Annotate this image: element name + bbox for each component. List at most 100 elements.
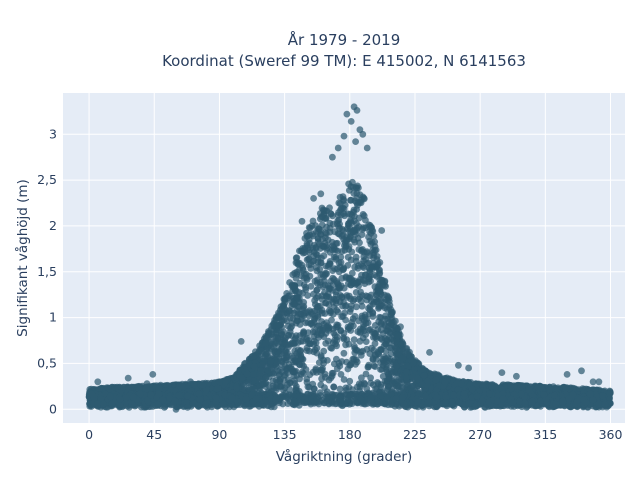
data-point — [286, 385, 293, 393]
data-point — [268, 338, 275, 346]
data-point — [328, 372, 336, 380]
data-point — [317, 354, 325, 361]
data-point — [307, 283, 315, 290]
data-point — [368, 344, 375, 352]
data-point — [376, 313, 383, 321]
data-point — [310, 290, 317, 298]
data-point — [314, 328, 322, 336]
data-point — [280, 349, 288, 356]
data-point — [307, 265, 315, 272]
data-point — [264, 350, 272, 357]
data-point — [330, 383, 338, 391]
data-point — [378, 365, 386, 373]
data-point — [419, 365, 426, 373]
data-point — [309, 217, 317, 225]
data-point — [370, 362, 378, 370]
data-point — [365, 363, 372, 371]
data-point — [343, 292, 351, 299]
data-point — [347, 256, 355, 264]
data-point — [321, 239, 329, 247]
data-point — [365, 326, 373, 334]
data-point — [378, 276, 385, 284]
data-point — [328, 344, 336, 352]
data-point — [384, 385, 392, 393]
data-point — [488, 383, 496, 390]
data-point — [313, 303, 321, 311]
data-point — [358, 261, 365, 268]
data-point — [360, 195, 368, 203]
data-point — [296, 361, 304, 369]
data-point — [312, 250, 320, 258]
data-point — [273, 322, 281, 329]
data-point — [309, 368, 317, 376]
data-point — [337, 258, 345, 266]
data-point — [366, 252, 374, 259]
data-point — [347, 196, 355, 204]
data-point — [347, 327, 355, 334]
data-point — [360, 379, 368, 387]
data-point — [335, 268, 343, 276]
data-point — [293, 294, 301, 302]
data-point — [346, 377, 354, 385]
data-point — [339, 193, 347, 201]
data-point — [403, 368, 410, 376]
data-point — [297, 355, 304, 363]
data-point — [297, 347, 304, 354]
data-point — [337, 371, 345, 378]
data-point — [340, 299, 347, 306]
data-point — [296, 259, 303, 267]
data-point — [221, 378, 229, 386]
data-point — [348, 269, 356, 277]
data-point — [345, 280, 352, 287]
data-point — [303, 229, 310, 237]
data-point — [314, 314, 322, 321]
data-point — [382, 296, 390, 303]
data-point — [304, 292, 312, 299]
data-point — [337, 253, 345, 261]
data-point — [351, 342, 358, 350]
data-point — [306, 347, 313, 355]
data-point — [316, 215, 324, 223]
data-point — [286, 307, 293, 315]
data-point — [371, 351, 379, 359]
chart-title-line2: Koordinat (Sweref 99 TM): E 415002, N 61… — [162, 52, 526, 70]
data-point — [343, 237, 351, 244]
data-point — [344, 365, 352, 373]
data-point — [366, 228, 373, 235]
data-point — [300, 369, 307, 377]
data-point — [371, 340, 379, 347]
data-point — [281, 371, 289, 378]
data-point — [380, 359, 388, 367]
data-point — [312, 339, 320, 347]
data-point — [348, 248, 356, 256]
data-point — [319, 206, 327, 214]
data-point — [262, 374, 270, 381]
data-point — [283, 356, 291, 364]
data-point — [287, 324, 294, 332]
data-point — [319, 271, 327, 278]
data-point — [337, 206, 344, 214]
data-point — [331, 228, 339, 236]
data-point — [338, 313, 346, 321]
data-point — [281, 340, 289, 347]
data-point — [306, 224, 314, 232]
data-point — [326, 258, 334, 265]
data-point — [318, 309, 326, 317]
data-point — [323, 293, 331, 300]
data-point — [325, 301, 333, 308]
data-point — [348, 302, 355, 309]
data-point — [329, 212, 336, 220]
data-point — [367, 374, 374, 382]
data-point — [300, 274, 308, 282]
data-point — [249, 371, 257, 378]
data-point — [333, 220, 341, 228]
data-point — [362, 216, 369, 224]
data-point — [345, 384, 353, 391]
data-point — [324, 357, 331, 364]
data-point — [315, 322, 323, 330]
data-point — [310, 385, 318, 393]
data-point — [278, 382, 285, 390]
data-point — [350, 336, 358, 344]
data-point — [324, 263, 332, 270]
